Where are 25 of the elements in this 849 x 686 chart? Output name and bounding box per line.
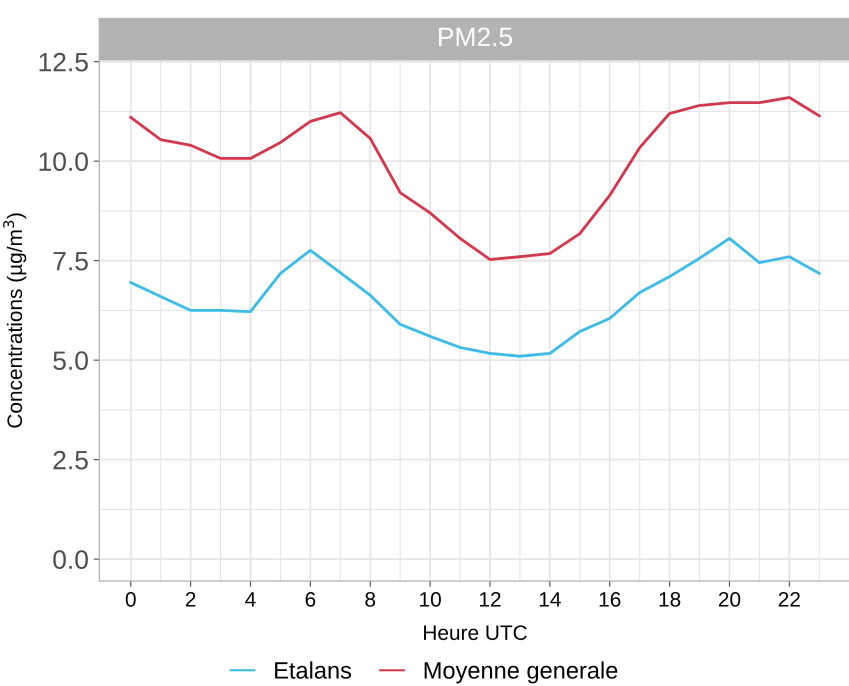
legend-label: Moyenne generale (424, 661, 618, 684)
line-series (129, 236, 821, 358)
x-tick-label: 4 (245, 592, 256, 607)
line-series (129, 96, 821, 261)
x-tick-label: 20 (718, 592, 740, 607)
x-tick-label: 18 (660, 592, 680, 607)
x-tick-label: 10 (420, 592, 441, 607)
x-tick-label: 2 (186, 592, 196, 607)
x-tick-label: 0 (126, 592, 136, 607)
x-axis-title: Heure UTC (424, 625, 527, 640)
chart-title: PM2.5 (439, 28, 512, 46)
y-tick-label: 12.5 (40, 52, 88, 72)
x-tick-label: 14 (540, 592, 561, 607)
y-tick-label: 0.0 (53, 550, 88, 569)
y-tick-label: 7.5 (54, 252, 88, 270)
y-tick-label: 10.0 (40, 152, 88, 171)
legend-label: Etalans (275, 661, 352, 679)
y-tick-label: 2.5 (54, 450, 88, 470)
x-tick-label: 12 (480, 592, 501, 607)
x-tick-label: 6 (306, 592, 316, 607)
x-tick-label: 22 (778, 592, 800, 607)
y-tick-label: 5.0 (53, 351, 88, 370)
y-axis-title: Concentrations (µg/m$^{3}$) (3, 213, 26, 428)
x-tick-label: 16 (600, 592, 620, 607)
x-tick-label: 8 (365, 592, 376, 607)
